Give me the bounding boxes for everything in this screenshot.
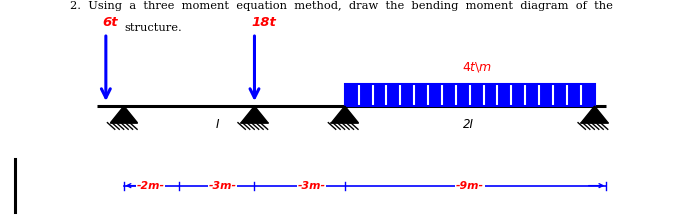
Text: 18t: 18t bbox=[251, 16, 276, 29]
Polygon shape bbox=[331, 106, 359, 123]
Polygon shape bbox=[581, 106, 608, 123]
Text: $4t\backslash m$: $4t\backslash m$ bbox=[462, 60, 492, 74]
Text: structure.: structure. bbox=[124, 23, 182, 33]
Polygon shape bbox=[111, 106, 137, 123]
Text: 2I: 2I bbox=[463, 118, 474, 131]
Text: -3m-: -3m- bbox=[208, 181, 236, 191]
Text: -3m-: -3m- bbox=[297, 181, 325, 191]
Text: -2m-: -2m- bbox=[137, 181, 165, 191]
Text: -9m-: -9m- bbox=[456, 181, 484, 191]
Text: I: I bbox=[216, 118, 219, 131]
Text: 2.  Using  a  three  moment  equation  method,  draw  the  bending  moment  diag: 2. Using a three moment equation method,… bbox=[70, 1, 613, 11]
Bar bbox=[345, 84, 595, 106]
Text: 6t: 6t bbox=[102, 16, 118, 29]
Polygon shape bbox=[241, 106, 268, 123]
Bar bbox=[345, 84, 595, 106]
